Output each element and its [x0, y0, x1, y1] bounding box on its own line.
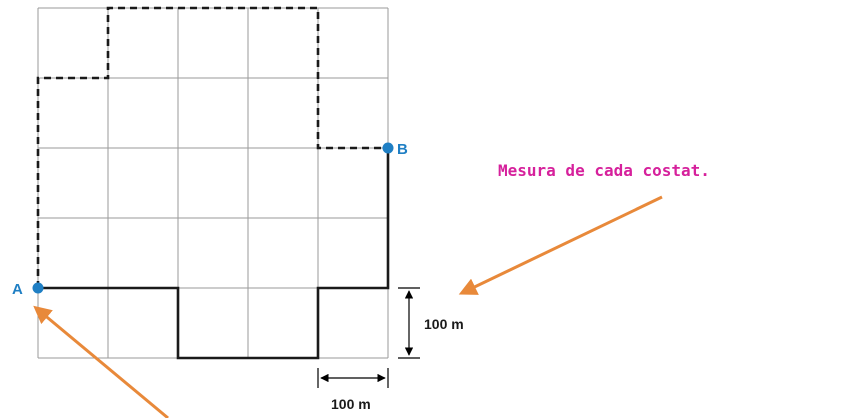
point-a-label: A — [12, 281, 23, 298]
solid-route — [38, 148, 390, 360]
annotation-text: Mesura de cada costat. — [498, 161, 710, 180]
dashed-route — [36, 6, 388, 288]
point-a-arrow — [33, 305, 169, 418]
point-b — [382, 142, 394, 154]
annotation-arrow — [458, 195, 663, 295]
vertical-dimension-label: 100 m — [424, 316, 464, 332]
horizontal-dimension: 100 m — [317, 368, 389, 412]
point-a — [32, 282, 44, 294]
grid — [37, 7, 389, 359]
point-b-label: B — [397, 141, 408, 158]
horizontal-dimension-label: 100 m — [331, 396, 371, 412]
vertical-dimension: 100 m — [398, 287, 464, 359]
